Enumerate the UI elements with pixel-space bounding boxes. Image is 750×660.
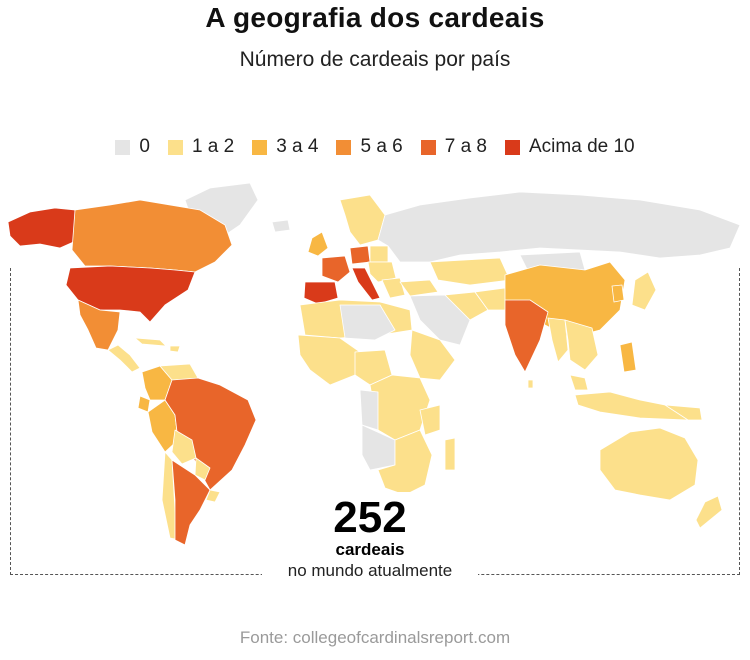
argentina: [171, 459, 211, 546]
iceland: [271, 219, 291, 233]
france: [321, 255, 351, 283]
australia: [599, 427, 699, 501]
total-number: 252: [333, 493, 407, 542]
brazil: [164, 377, 257, 491]
dominican: [169, 345, 181, 353]
sri-lanka: [527, 379, 534, 389]
legend-item-7-8: 7 a 8: [420, 136, 487, 158]
madagascar: [444, 437, 456, 471]
canada: [71, 199, 233, 273]
italy: [351, 267, 381, 301]
alaska: [7, 207, 79, 249]
thailand-indochina: [564, 319, 599, 371]
tanzania: [419, 404, 441, 436]
legend: 0 1 a 2 3 a 4 5 a 6 7 a 8 Acima de 10: [0, 136, 750, 158]
malaysia: [569, 374, 589, 391]
uruguay: [205, 489, 221, 503]
japan: [631, 271, 657, 311]
philippines: [619, 341, 637, 373]
germany: [349, 245, 371, 265]
turkey: [399, 279, 439, 297]
legend-label: 0: [139, 136, 150, 157]
legend-item-3-4: 3 a 4: [252, 136, 318, 158]
legend-swatch: [252, 139, 268, 155]
chart-subtitle: Número de cardeais por país: [239, 48, 511, 71]
myanmar: [547, 317, 569, 363]
total-callout: 252 cardeais no mundo atualmente: [262, 492, 478, 584]
new-zealand: [695, 495, 723, 529]
legend-label: Acima de 10: [529, 136, 635, 157]
balkans: [381, 277, 406, 299]
ethiopia: [409, 329, 456, 381]
total-caption: no mundo atualmente: [287, 561, 453, 580]
legend-swatch: [115, 139, 131, 155]
papua: [664, 404, 703, 421]
legend-item-1-2: 1 a 2: [167, 136, 235, 158]
legend-label: 3 a 4: [276, 136, 319, 157]
west-africa: [297, 334, 361, 386]
legend-item-above-10: Acima de 10: [505, 136, 635, 158]
ecuador: [137, 395, 151, 413]
legend-label: 1 a 2: [191, 136, 235, 157]
sahara: [339, 304, 396, 341]
legend-label: 7 a 8: [444, 136, 487, 157]
world-map: [7, 182, 741, 546]
legend-swatch: [420, 139, 436, 155]
spain-portugal: [303, 281, 339, 305]
source-note: Fonte: collegeofcardinalsreport.com: [239, 628, 511, 647]
uk-ireland: [307, 231, 329, 257]
angola: [361, 424, 396, 471]
chart-title: A geografia dos cardeais: [205, 2, 545, 33]
bolivia: [171, 429, 197, 465]
central-africa: [369, 374, 431, 441]
scandinavia: [339, 194, 386, 246]
korea: [611, 284, 625, 303]
legend-swatch: [505, 139, 520, 155]
total-unit: cardeais: [335, 540, 405, 559]
india: [504, 299, 549, 373]
kazakhstan: [429, 257, 511, 286]
poland: [369, 245, 389, 263]
legend-swatch: [167, 139, 183, 155]
legend-swatch: [336, 139, 352, 155]
cuba: [134, 337, 167, 347]
legend-item-5-6: 5 a 6: [336, 136, 403, 158]
legend-item-0: 0: [115, 136, 150, 158]
central-america: [107, 344, 141, 373]
russia: [377, 191, 741, 263]
congo: [359, 389, 379, 431]
legend-label: 5 a 6: [360, 136, 403, 157]
paraguay: [194, 457, 211, 481]
